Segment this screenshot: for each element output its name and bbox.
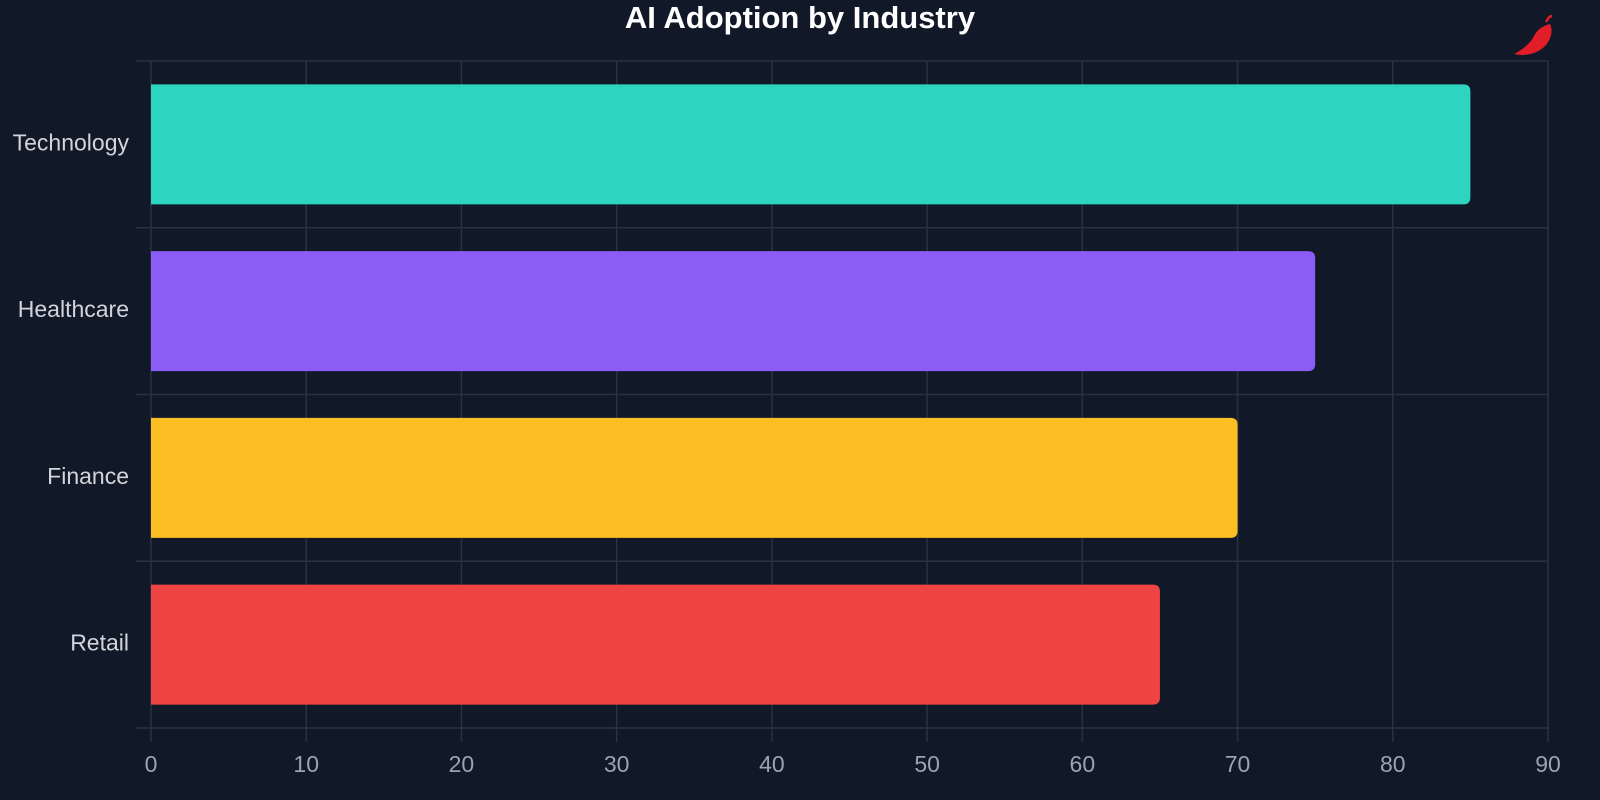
x-tick-label: 90 [1535, 751, 1561, 777]
x-tick-label: 0 [145, 751, 158, 777]
x-tick-label: 50 [914, 751, 940, 777]
y-tick-label: Retail [70, 630, 129, 656]
y-tick-label: Healthcare [18, 296, 129, 322]
x-tick-label: 20 [449, 751, 475, 777]
y-tick-label: Finance [47, 463, 129, 489]
x-tick-label: 70 [1225, 751, 1251, 777]
bar [151, 251, 1316, 372]
x-tick-label: 40 [759, 751, 785, 777]
bar [151, 84, 1471, 205]
bar [151, 417, 1238, 538]
logo [1514, 14, 1553, 55]
plot-area: 0 10 20 30 40 50 60 70 80 90 Technology Healthcare F… [13, 60, 1561, 777]
y-tick-label: Technology [13, 129, 130, 155]
x-tick-label: 60 [1070, 751, 1096, 777]
bar [151, 584, 1160, 705]
x-tick-label: 80 [1380, 751, 1406, 777]
x-tick-label: 10 [293, 751, 319, 777]
chart-title: AI Adoption by Industry [625, 0, 976, 35]
x-tick-label: 30 [604, 751, 630, 777]
